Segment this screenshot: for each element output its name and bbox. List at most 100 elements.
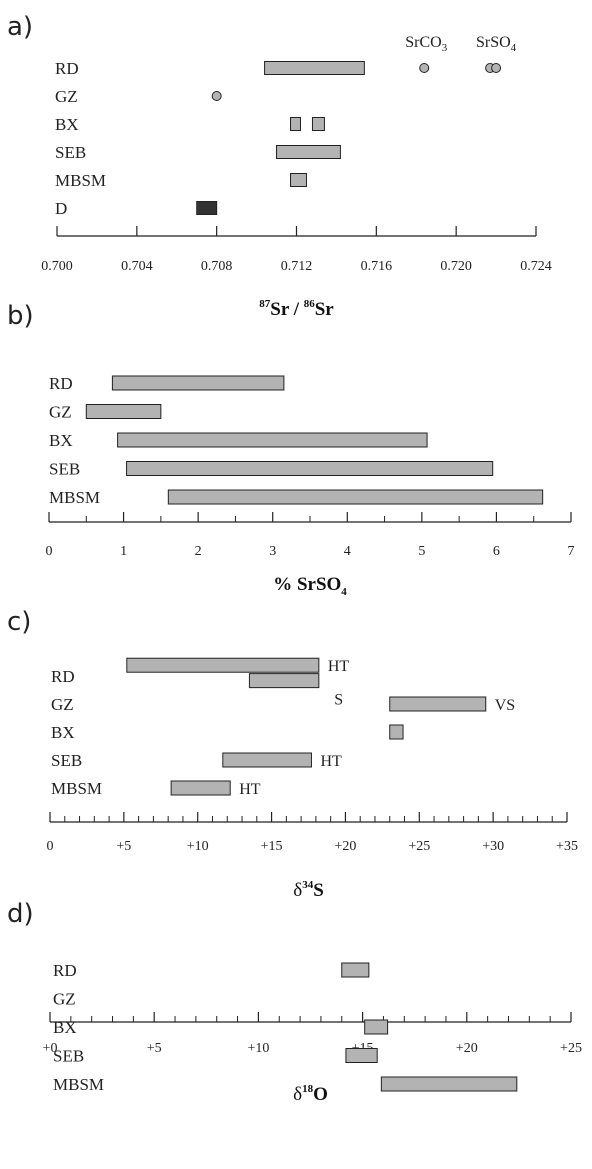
range-bar xyxy=(117,432,428,448)
category-label: GZ xyxy=(55,87,78,106)
x-axis-title-text: Sr xyxy=(315,299,335,320)
annotation-subscript: 4 xyxy=(511,42,517,54)
x-axis-title-text: δ xyxy=(293,1084,302,1105)
range-label: S xyxy=(334,692,343,709)
chart-panel-2: b) RD GZ BX SEB MBSM 0 1 2 3 4 5 6 7 % SrSO4 xyxy=(7,301,575,598)
category-label: BX xyxy=(53,1018,77,1037)
range-bar xyxy=(111,375,285,391)
range-label: HT xyxy=(320,753,342,770)
range-bar xyxy=(341,962,370,978)
category-label: MBSM xyxy=(49,488,100,507)
x-tick-label: +25 xyxy=(408,839,430,854)
x-tick-label: +5 xyxy=(147,1041,162,1056)
x-tick-label: 6 xyxy=(493,544,500,559)
range-bar xyxy=(85,404,162,419)
range-bar xyxy=(276,145,341,159)
x-axis-title-subscript: 4 xyxy=(341,586,347,598)
annotation-base: SrCO xyxy=(405,34,441,51)
x-tick-label: 0.704 xyxy=(121,259,153,274)
range-bar xyxy=(311,117,325,131)
x-tick-label: +30 xyxy=(482,839,504,854)
annotation-subscript: 3 xyxy=(442,42,448,54)
range-bar xyxy=(290,117,301,131)
x-tick-label: 0 xyxy=(46,544,53,559)
range-bar xyxy=(196,201,218,215)
x-tick-label: +0 xyxy=(43,1041,58,1056)
x-tick-label: 0.708 xyxy=(201,259,233,274)
annotation-base: SrSO xyxy=(476,34,511,51)
data-point xyxy=(211,91,222,101)
x-tick-label: +35 xyxy=(556,839,578,854)
x-tick-label: 5 xyxy=(418,544,425,559)
category-label: GZ xyxy=(49,403,72,422)
range-bar xyxy=(264,61,365,75)
x-tick-label: 4 xyxy=(344,544,351,559)
x-axis-title: 87Sr / 86Sr xyxy=(259,298,334,320)
range-label: HT xyxy=(239,781,261,798)
x-axis-title-superscript: 18 xyxy=(302,1083,314,1095)
x-tick-label: +15 xyxy=(261,839,283,854)
x-tick-label: +10 xyxy=(247,1041,269,1056)
category-label: RD xyxy=(51,667,75,686)
x-tick-label: 0.716 xyxy=(361,259,393,274)
category-label: BX xyxy=(55,115,79,134)
range-bar xyxy=(364,1019,389,1035)
category-label: SEB xyxy=(49,460,80,479)
x-tick-label: 0.700 xyxy=(41,259,73,274)
category-label: D xyxy=(55,199,67,218)
category-label: MBSM xyxy=(53,1075,104,1094)
x-tick-label: +25 xyxy=(560,1041,582,1056)
x-axis-title-text: Sr / xyxy=(270,299,303,320)
x-tick-label: 2 xyxy=(195,544,202,559)
range-bar xyxy=(126,461,494,476)
panel-label: a) xyxy=(7,12,33,42)
x-tick-label: 1 xyxy=(120,544,127,559)
range-label: VS xyxy=(495,697,515,714)
x-tick-label: 0.724 xyxy=(520,259,552,274)
x-axis-title-text: S xyxy=(313,880,324,901)
panel-label: b) xyxy=(7,301,34,331)
x-axis-title-text: % SrSO xyxy=(273,574,341,595)
category-label: SEB xyxy=(55,143,86,162)
x-axis-title: δ18O xyxy=(293,1083,328,1105)
range-bar xyxy=(389,724,404,740)
x-tick-label: +10 xyxy=(187,839,209,854)
x-tick-label: 0 xyxy=(47,839,54,854)
chart-panel-1: a) RD GZ BX SEB MBSM D 0.700 0.704 0.708 0.712 0.71… xyxy=(7,12,552,320)
range-bar xyxy=(345,1048,378,1063)
category-label: GZ xyxy=(53,990,76,1009)
range-bar xyxy=(167,489,544,505)
range-label: HT xyxy=(328,658,350,675)
range-bar xyxy=(290,173,307,187)
category-label: GZ xyxy=(51,695,74,714)
x-axis-title-superscript: 34 xyxy=(302,879,314,891)
data-point xyxy=(491,63,502,73)
range-bar xyxy=(389,696,487,712)
panel-label: c) xyxy=(7,607,31,637)
x-axis-title-superscript: 87 xyxy=(259,298,271,310)
category-label: MBSM xyxy=(55,171,106,190)
range-bar xyxy=(170,780,231,796)
x-tick-label: 0.720 xyxy=(440,259,472,274)
category-label: MBSM xyxy=(51,779,102,798)
category-label: BX xyxy=(49,431,73,450)
category-label: RD xyxy=(53,961,77,980)
x-tick-label: +20 xyxy=(456,1041,478,1056)
x-tick-label: 7 xyxy=(568,544,575,559)
x-tick-label: +5 xyxy=(116,839,131,854)
range-bar xyxy=(248,673,320,689)
category-label: RD xyxy=(55,59,79,78)
annotation-label: SrCO3 xyxy=(405,34,447,54)
x-tick-label: +20 xyxy=(334,839,356,854)
category-label: BX xyxy=(51,723,75,742)
x-axis-title-text: δ xyxy=(293,880,302,901)
category-label: SEB xyxy=(53,1047,84,1066)
chart-panel-3: c) RD GZ BX SEB MBSM 0 +5 +10 +15 +20 +25 +30 +35 HT S V… xyxy=(7,607,578,901)
annotation-label: SrSO4 xyxy=(476,34,517,54)
range-bar xyxy=(222,752,312,768)
range-bar xyxy=(126,657,320,673)
panel-label: d) xyxy=(7,899,34,929)
x-tick-label: 0.712 xyxy=(281,259,313,274)
